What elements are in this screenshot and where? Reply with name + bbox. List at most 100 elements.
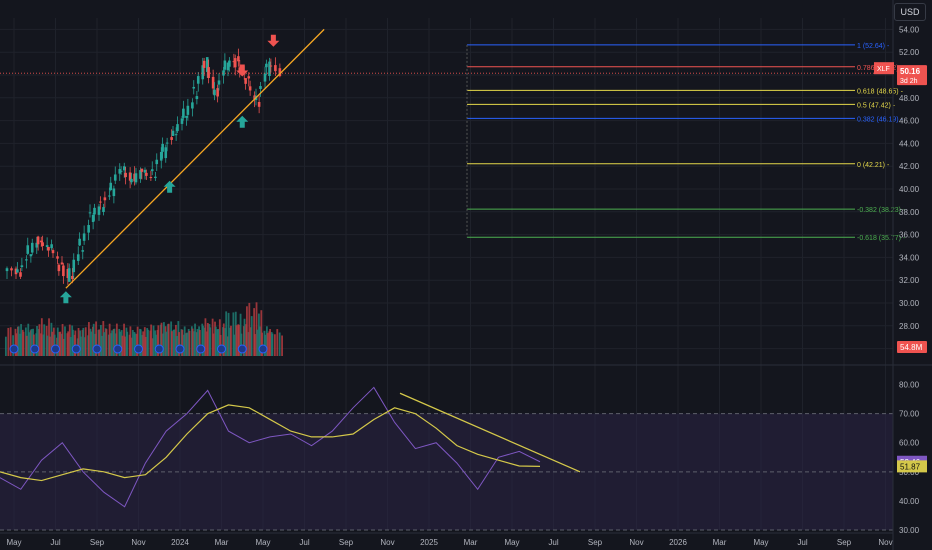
volume-bar: [261, 332, 263, 356]
rsi_ma-value-bg: [897, 460, 927, 473]
dividend-marker: [196, 344, 206, 354]
candle-body: [155, 159, 159, 165]
volume-bar: [108, 323, 111, 356]
time-tick-label: Sep: [837, 538, 852, 547]
rsi-trendline: [399, 392, 581, 473]
time-tick-label: May: [753, 538, 768, 547]
candle-body: [47, 246, 50, 251]
volume-bar: [25, 335, 28, 356]
candle-body: [29, 254, 33, 257]
rsi-tick-label: 60.00: [899, 439, 920, 448]
candle-body: [88, 212, 92, 214]
volume-bar: [271, 333, 274, 356]
volume-bar: [80, 336, 82, 356]
candle-body: [130, 178, 133, 183]
candle-body: [140, 168, 144, 172]
candle-body: [57, 264, 61, 272]
volume-bar: [139, 329, 142, 356]
price-tick-label: 44.00: [899, 139, 920, 148]
candle-body: [81, 250, 85, 252]
dividend-marker: [30, 344, 40, 354]
price-tick-label: 40.00: [899, 185, 920, 194]
volume-bar: [15, 333, 18, 356]
candle-body: [97, 206, 101, 215]
candle-body: [122, 166, 126, 171]
volume-bar: [171, 331, 173, 356]
candle-body: [233, 58, 237, 68]
currency-button[interactable]: USD: [894, 3, 926, 21]
volume-bar: [7, 327, 10, 356]
volume-value-bg: [897, 341, 927, 353]
candle-body: [56, 256, 59, 259]
candle-body: [164, 147, 168, 159]
volume-bar: [253, 308, 256, 356]
time-tick-label: Jul: [548, 538, 558, 547]
volume-bar: [28, 332, 30, 356]
candle-body: [39, 240, 43, 243]
volume-bar: [105, 329, 108, 356]
candle-body: [93, 207, 96, 215]
candle-body: [82, 233, 86, 241]
volume-bar: [212, 333, 215, 356]
volume-bar: [43, 324, 46, 356]
candle-body: [165, 142, 169, 144]
volume-bar: [129, 326, 132, 356]
candle-body: [14, 268, 18, 275]
volume-bar: [59, 331, 62, 356]
candle-body: [226, 62, 230, 71]
time-tick-label: Nov: [380, 538, 394, 547]
price-tick-label: 28.00: [899, 322, 920, 331]
candle-body: [259, 86, 262, 89]
candle-body: [182, 108, 185, 118]
time-tick-label: May: [504, 538, 519, 547]
time-tick-label: 2025: [420, 538, 438, 547]
volume-bar: [278, 332, 281, 356]
candle-body: [109, 182, 113, 191]
volume-bar: [40, 318, 43, 356]
volume-bar: [186, 332, 188, 356]
candle-body: [128, 172, 132, 181]
candle-body: [150, 169, 154, 172]
candle-body: [60, 262, 64, 265]
candle-body: [66, 268, 70, 279]
volume-bar: [147, 329, 149, 356]
volume-bar: [246, 306, 248, 356]
volume-bar: [248, 302, 251, 356]
candle-body: [145, 172, 148, 176]
rsi-line: [0, 386, 541, 508]
volume-bar: [90, 331, 93, 356]
candle-body: [222, 70, 225, 76]
candle-body: [76, 254, 80, 261]
volume-bar: [238, 324, 240, 356]
volume-bar: [204, 318, 207, 356]
price-tick-label: 48.00: [899, 94, 920, 103]
dividend-marker: [71, 344, 81, 354]
volume-bar: [188, 330, 191, 356]
candle-body: [269, 65, 273, 67]
candle-body: [41, 242, 44, 247]
volume-bar: [111, 330, 113, 356]
candle-body: [25, 259, 28, 261]
volume-bars: [5, 302, 283, 356]
candle-body: [248, 86, 252, 91]
time-tick-label: Nov: [131, 538, 145, 547]
volume-bar: [173, 329, 176, 356]
dividend-marker: [51, 344, 60, 354]
volume-bar: [227, 312, 230, 356]
trendlines[interactable]: [65, 28, 325, 289]
volume-bar: [64, 326, 66, 356]
fib-level-label: 1 (52.64) -: [857, 43, 890, 50]
price-tick-label: 32.00: [899, 276, 920, 285]
candle-body: [174, 134, 178, 136]
volume-bar: [152, 325, 155, 356]
volume-bar: [232, 312, 235, 356]
volume-bar: [196, 329, 199, 356]
candle-body: [45, 245, 49, 247]
dividend-marker: [134, 344, 143, 354]
volume-bar: [167, 323, 170, 356]
fibonacci-levels[interactable]: 1 (52.64) -0.786 (50.72) -0.618 (48.65) …: [466, 43, 906, 242]
volume-bar: [202, 325, 204, 356]
candle-body: [103, 197, 107, 201]
volume-bar: [123, 336, 126, 356]
